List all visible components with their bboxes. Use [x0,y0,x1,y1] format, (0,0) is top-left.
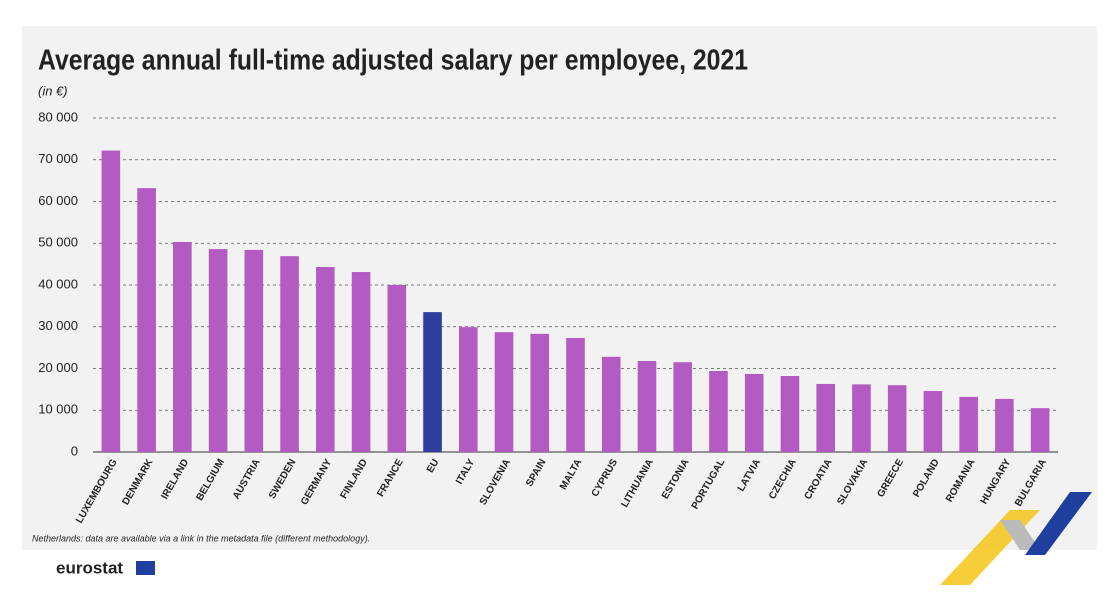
bar [601,356,621,452]
bar [887,385,907,452]
bar [423,312,442,452]
bar [816,383,835,452]
y-tick-label: 20 000 [38,360,78,375]
y-tick-label: 10 000 [38,402,78,417]
y-tick-label: 40 000 [38,276,78,291]
bar [744,373,764,452]
logo-flag [136,561,155,575]
bar [244,249,264,452]
bar [530,333,550,452]
bar [316,267,335,452]
bar [101,150,121,452]
decoration [1025,492,1092,555]
bar [852,384,871,452]
bar [494,332,514,452]
logo-text: eurostat [56,558,123,577]
bar [673,362,693,452]
bar [280,256,299,452]
bar [923,391,943,452]
bar [458,327,478,452]
chart-subtitle: (in €) [38,83,68,98]
bar [387,285,407,452]
y-tick-label: 60 000 [38,193,78,208]
y-tick-label: 0 [71,443,78,458]
bar [780,376,800,452]
bar [351,272,371,452]
bar [173,241,192,452]
y-tick-label: 70 000 [38,151,78,166]
bar [959,396,978,452]
bar [566,338,585,452]
decoration [1000,520,1040,550]
y-tick-label: 50 000 [38,235,78,250]
chart-title: Average annual full-time adjusted salary… [38,45,748,77]
bar [137,188,156,452]
footnote: Netherlands: data are available via a li… [32,533,370,543]
bar [637,360,657,452]
bar [208,249,228,452]
bar [995,398,1014,452]
y-tick-label: 80 000 [38,109,78,124]
panel [22,26,1097,550]
y-tick-label: 30 000 [38,318,78,333]
bar [1030,408,1050,452]
bar [709,371,728,452]
